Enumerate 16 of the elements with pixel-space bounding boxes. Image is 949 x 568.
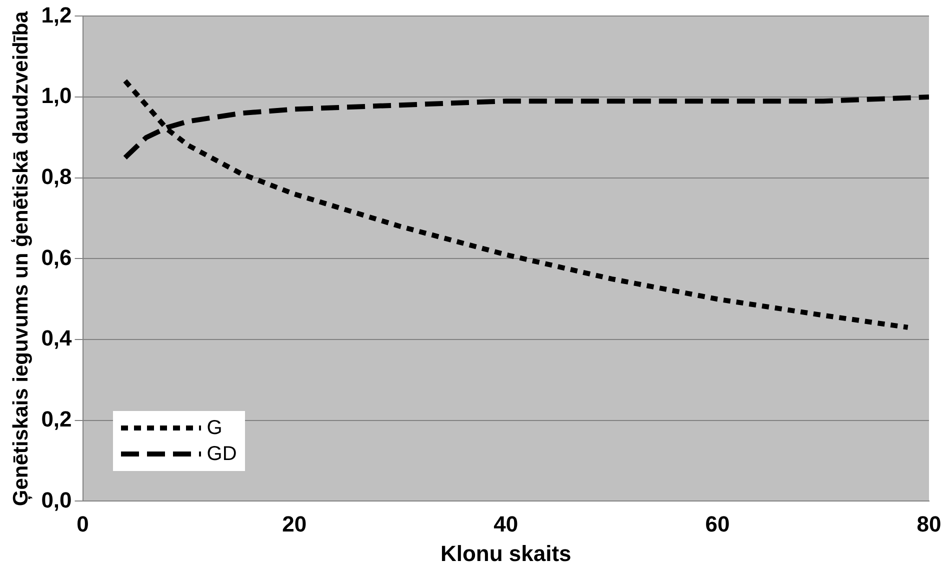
y-tick-label: 0,8 [41,164,72,189]
x-tick-label: 0 [76,511,89,536]
y-axis-title: Ģenētiskais ieguvums un ģenētiskā daudzveidība [9,10,32,506]
y-tick-label: 0,2 [41,406,72,432]
x-tick-label: 80 [916,511,942,536]
y-tick-label: 0,6 [41,244,72,270]
y-tick-label: 0,4 [41,326,73,351]
y-tick-label: 0,0 [41,487,72,512]
legend-label: G [206,416,222,442]
y-tick-label: 1,2 [41,2,72,28]
x-axis-title: Klonu skaits [440,540,572,566]
y-tick-label: 1,0 [41,83,72,108]
x-tick-label: 40 [494,511,518,536]
x-tick-label: 60 [705,511,730,536]
legend-label: GD [206,442,237,468]
x-tick-label: 20 [282,511,307,536]
